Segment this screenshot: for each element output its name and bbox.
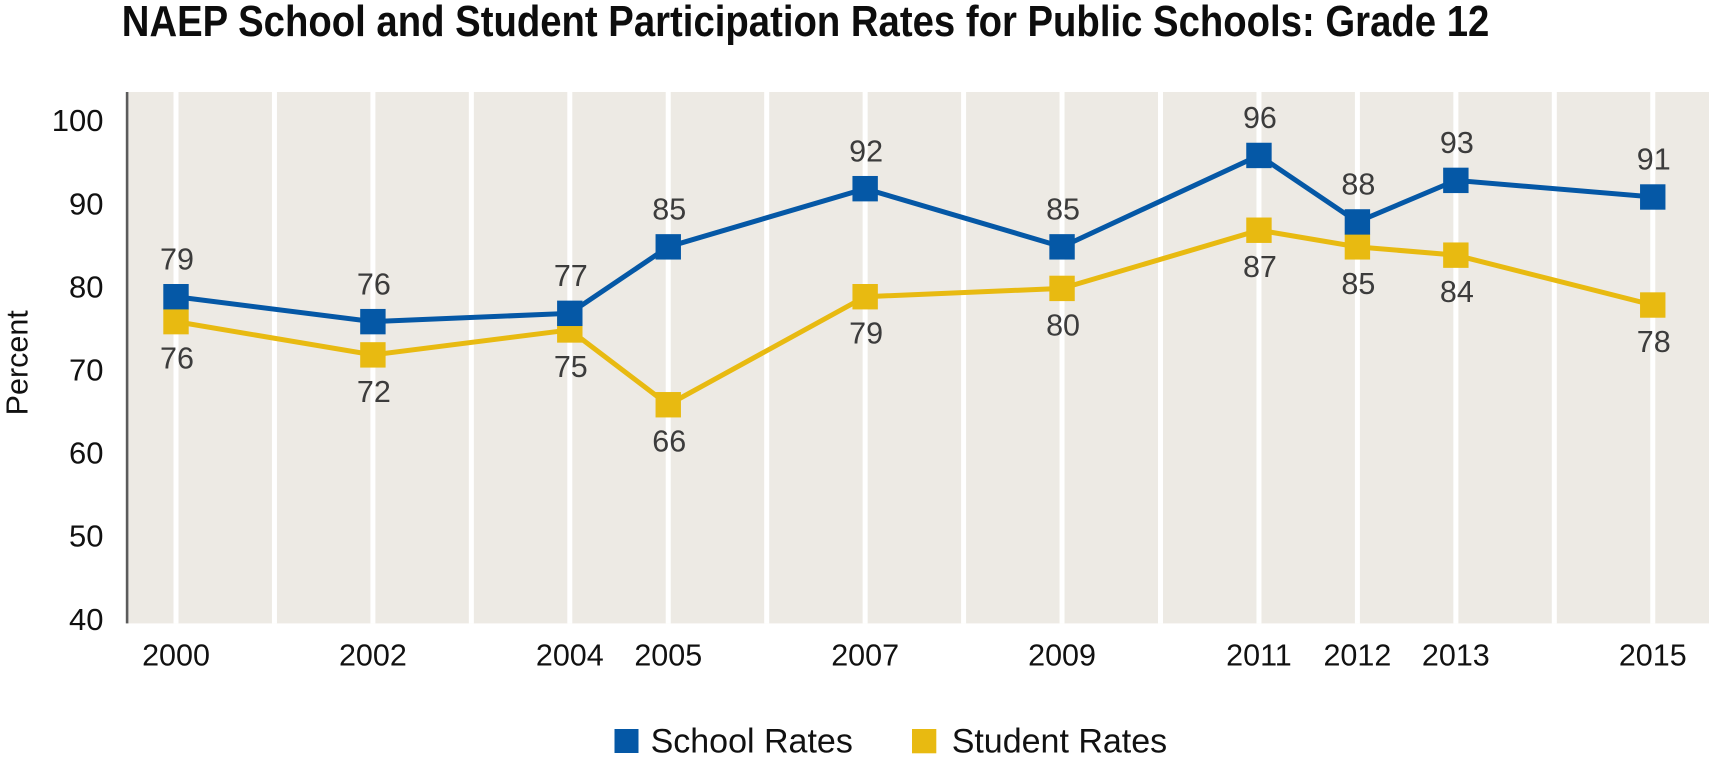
svg-text:70: 70: [69, 353, 103, 388]
svg-text:NAEP School and Student Partic: NAEP School and Student Participation Ra…: [122, 0, 1490, 46]
svg-text:School Rates: School Rates: [651, 723, 853, 761]
svg-text:79: 79: [849, 317, 883, 351]
svg-text:2004: 2004: [536, 639, 604, 673]
svg-text:100: 100: [52, 103, 104, 138]
svg-text:72: 72: [357, 375, 391, 409]
svg-text:88: 88: [1341, 168, 1375, 202]
svg-text:40: 40: [69, 602, 103, 637]
svg-text:2012: 2012: [1323, 639, 1391, 673]
svg-text:77: 77: [554, 259, 588, 293]
svg-text:75: 75: [554, 350, 588, 384]
svg-text:92: 92: [849, 134, 883, 168]
svg-text:50: 50: [69, 519, 103, 554]
svg-text:80: 80: [69, 269, 103, 304]
svg-text:2000: 2000: [142, 639, 210, 673]
svg-text:Student Rates: Student Rates: [952, 723, 1167, 761]
svg-text:85: 85: [1341, 267, 1375, 301]
svg-text:60: 60: [69, 436, 103, 471]
svg-text:Percent: Percent: [0, 310, 34, 416]
svg-text:91: 91: [1637, 143, 1671, 177]
svg-text:76: 76: [357, 267, 391, 301]
svg-text:2015: 2015: [1619, 639, 1687, 673]
svg-text:85: 85: [1046, 193, 1080, 227]
svg-text:96: 96: [1243, 101, 1277, 135]
svg-text:2011: 2011: [1226, 639, 1292, 673]
svg-text:2005: 2005: [634, 639, 702, 673]
svg-text:87: 87: [1243, 250, 1277, 284]
svg-text:84: 84: [1440, 275, 1474, 309]
svg-text:2002: 2002: [339, 639, 407, 673]
svg-text:78: 78: [1637, 325, 1671, 359]
svg-text:85: 85: [652, 193, 686, 227]
svg-text:93: 93: [1440, 126, 1474, 160]
svg-text:79: 79: [160, 242, 194, 276]
svg-text:2013: 2013: [1422, 639, 1490, 673]
svg-text:2007: 2007: [831, 639, 899, 673]
svg-text:2009: 2009: [1028, 639, 1096, 673]
svg-text:80: 80: [1046, 308, 1080, 342]
svg-text:90: 90: [69, 186, 103, 221]
svg-text:66: 66: [652, 425, 686, 459]
svg-text:76: 76: [160, 342, 194, 376]
